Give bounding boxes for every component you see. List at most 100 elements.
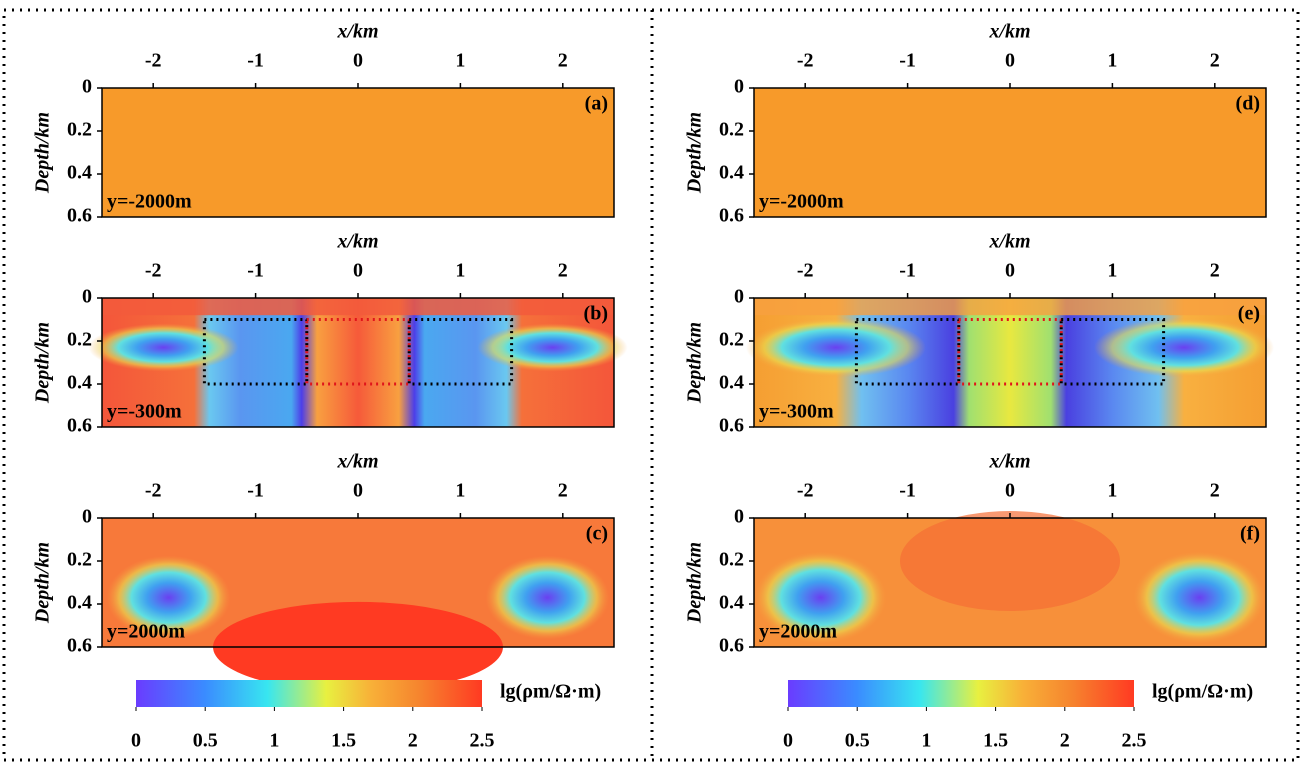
x-tick-label: 0 — [1005, 480, 1015, 502]
y-tick-label: 0.6 — [67, 415, 92, 437]
field-top — [102, 298, 614, 316]
x-tick-label: -2 — [797, 50, 814, 72]
x-axis-title: x/km — [336, 21, 378, 43]
x-tick-label: -2 — [797, 260, 814, 282]
colorbar-label: lg(ρm/Ω·m) — [1152, 681, 1253, 703]
y-tick-label: 0 — [734, 76, 744, 98]
x-tick-label: -2 — [145, 480, 162, 502]
annotation: y=2000m — [107, 621, 185, 643]
y-tick-label: 0.4 — [67, 372, 92, 394]
y-tick-label: 0 — [82, 506, 92, 528]
panel-label: (b) — [584, 303, 608, 325]
annotation: y=-2000m — [759, 191, 844, 213]
x-axis-title: x/km — [988, 451, 1030, 473]
x-tick-label: 1 — [1107, 480, 1117, 502]
panel: -2 -1 0 1 2 0 0.2 0.4 0.6 x/km Depth/km (e) y=-300m — [684, 231, 1275, 437]
field-blob — [106, 555, 231, 640]
y-tick-label: 0.6 — [719, 415, 744, 437]
field-top — [754, 298, 1266, 316]
field — [102, 88, 614, 217]
x-tick-label: 1 — [455, 260, 465, 282]
x-axis-title: x/km — [988, 21, 1030, 43]
colorbar-tick-label: 0 — [783, 730, 793, 752]
y-tick-label: 0.2 — [719, 329, 744, 351]
x-tick-label: -1 — [247, 480, 264, 502]
colorbar-tick-label: 2.5 — [1122, 730, 1147, 752]
y-tick-label: 0.6 — [67, 205, 92, 227]
colorbar-tick-label: 0.5 — [193, 730, 218, 752]
colorbar — [136, 680, 482, 707]
field-blob — [485, 555, 610, 640]
x-tick-label: -2 — [145, 260, 162, 282]
field-wing — [477, 323, 628, 372]
panel-label: (d) — [1236, 93, 1260, 115]
panel: -2 -1 0 1 2 0 0.2 0.4 0.6 x/km Depth/km (a) y=-2000m — [32, 21, 615, 227]
x-tick-label: 1 — [455, 50, 465, 72]
y-tick-label: 0.4 — [719, 372, 744, 394]
x-tick-label: 2 — [1210, 260, 1220, 282]
x-tick-label: 2 — [1210, 50, 1220, 72]
colorbar-label: lg(ρm/Ω·m) — [500, 681, 601, 703]
y-tick-label: 0.4 — [719, 592, 744, 614]
panel: -2 -1 0 1 2 0 0.2 0.4 0.6 x/km Depth/km (c) y=2000m — [32, 451, 615, 693]
colorbar-tick-label: 1.5 — [331, 730, 356, 752]
colorbar-tick-label: 2.5 — [470, 730, 495, 752]
x-tick-label: 2 — [558, 50, 568, 72]
field-core — [900, 511, 1120, 611]
x-tick-label: 2 — [1210, 480, 1220, 502]
x-tick-label: -1 — [247, 50, 264, 72]
y-tick-label: 0 — [82, 286, 92, 308]
outer-border — [2, 8, 1300, 762]
y-tick-label: 0 — [734, 286, 744, 308]
annotation: y=2000m — [759, 621, 837, 643]
y-tick-label: 0.2 — [67, 549, 92, 571]
panel: -2 -1 0 1 2 0 0.2 0.4 0.6 x/km Depth/km (d) y=-2000m — [684, 21, 1267, 227]
box — [854, 318, 961, 386]
y-axis-title: Depth/km — [32, 542, 54, 624]
y-tick-label: 0.2 — [719, 549, 744, 571]
y-axis-title: Depth/km — [684, 112, 706, 194]
y-axis-title: Depth/km — [684, 322, 706, 404]
y-axis-title: Depth/km — [32, 322, 54, 404]
y-tick-label: 0.6 — [719, 205, 744, 227]
x-tick-label: 1 — [1107, 50, 1117, 72]
y-tick-label: 0.4 — [67, 162, 92, 184]
x-tick-label: 0 — [1005, 50, 1015, 72]
colorbar-tick-label: 1.5 — [983, 730, 1008, 752]
x-tick-label: -2 — [145, 50, 162, 72]
panel-label: (a) — [585, 93, 608, 115]
x-tick-label: 0 — [353, 50, 363, 72]
y-tick-label: 0.2 — [67, 119, 92, 141]
box — [1059, 318, 1166, 386]
y-axis-title: Depth/km — [684, 542, 706, 624]
x-tick-label: -1 — [899, 50, 916, 72]
y-tick-label: 0.6 — [67, 635, 92, 657]
colorbar-tick-label: 0 — [131, 730, 141, 752]
panel-label: (c) — [586, 523, 608, 545]
x-tick-label: -1 — [899, 260, 916, 282]
x-tick-label: -1 — [247, 260, 264, 282]
y-tick-label: 0.6 — [719, 635, 744, 657]
annotation: y=-2000m — [107, 191, 192, 213]
y-tick-label: 0.2 — [67, 329, 92, 351]
field-wing — [1094, 317, 1275, 378]
colorbar-tick-label: 2 — [408, 730, 418, 752]
field — [754, 88, 1266, 217]
x-tick-label: 0 — [1005, 260, 1015, 282]
x-tick-label: 2 — [558, 260, 568, 282]
annotation: y=-300m — [107, 401, 182, 423]
x-tick-label: -1 — [899, 480, 916, 502]
box — [407, 318, 514, 386]
x-tick-label: 1 — [455, 480, 465, 502]
x-tick-label: 2 — [558, 480, 568, 502]
colorbar — [788, 680, 1134, 707]
field-blob — [1133, 551, 1266, 644]
panel: -2 -1 0 1 2 0 0.2 0.4 0.6 x/km Depth/km (b) y=-300m — [32, 231, 628, 437]
annotation: y=-300m — [759, 401, 834, 423]
box — [202, 318, 309, 386]
panel: -2 -1 0 1 2 0 0.2 0.4 0.6 x/km Depth/km (f) y=2000m — [684, 451, 1267, 657]
field-wing — [88, 323, 239, 372]
y-tick-label: 0.2 — [719, 119, 744, 141]
x-axis-title: x/km — [336, 231, 378, 253]
